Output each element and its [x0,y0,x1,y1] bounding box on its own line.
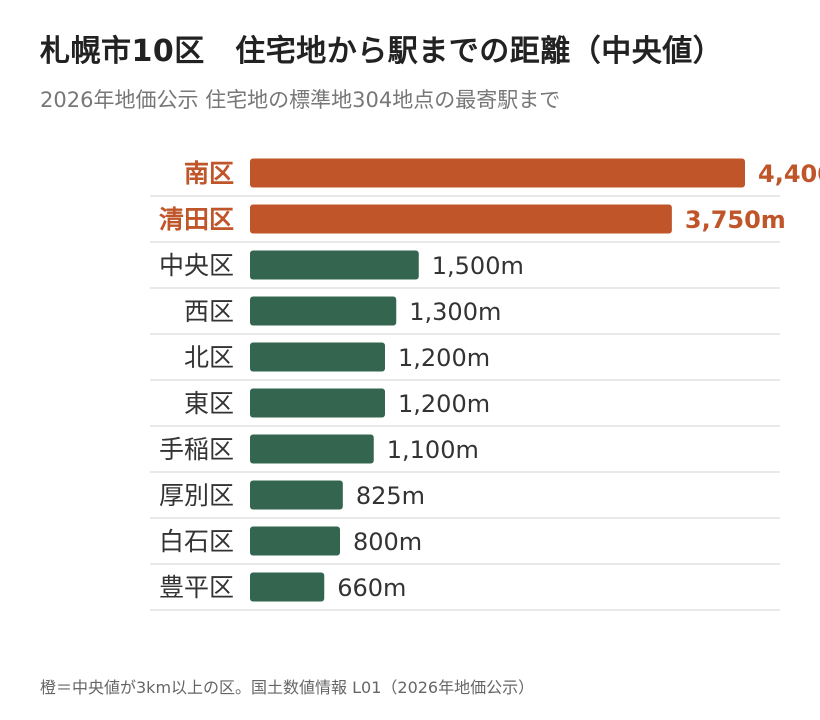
bar [250,296,397,326]
value-label: 4,400m [758,160,820,188]
bar [250,158,745,188]
value-label: 1,200m [398,390,490,418]
value-label: 660m [337,574,406,602]
value-label: 1,200m [398,344,490,372]
category-label: 中央区 [159,251,234,280]
bar [250,342,385,372]
chart-subtitle: 2026年地価公示 住宅地の標準地304地点の最寄駅まで [40,88,561,112]
bar [250,250,419,280]
chart-title: 札幌市10区 住宅地から駅までの距離（中央値） [40,34,724,69]
category-label: 西区 [184,297,234,326]
bar [250,480,343,510]
value-label: 3,750m [685,206,786,234]
bar [250,388,385,418]
value-label: 1,300m [409,298,501,326]
bar [250,434,374,464]
value-label: 1,100m [387,436,479,464]
bar [250,526,340,556]
category-label: 東区 [184,389,234,418]
value-label: 825m [356,482,425,510]
category-label: 清田区 [159,205,234,234]
value-label: 1,500m [432,252,524,280]
category-label: 南区 [184,159,234,188]
bar [250,572,325,602]
category-label: 白石区 [159,527,234,556]
category-label: 手稲区 [159,435,234,464]
chart-footnote: 橙＝中央値が3km以上の区。国土数値情報 L01（2026年地価公示） [40,678,535,697]
category-label: 厚別区 [159,481,234,510]
bar [250,204,672,234]
value-label: 800m [353,528,422,556]
category-label: 豊平区 [159,573,234,602]
category-label: 北区 [184,343,234,372]
